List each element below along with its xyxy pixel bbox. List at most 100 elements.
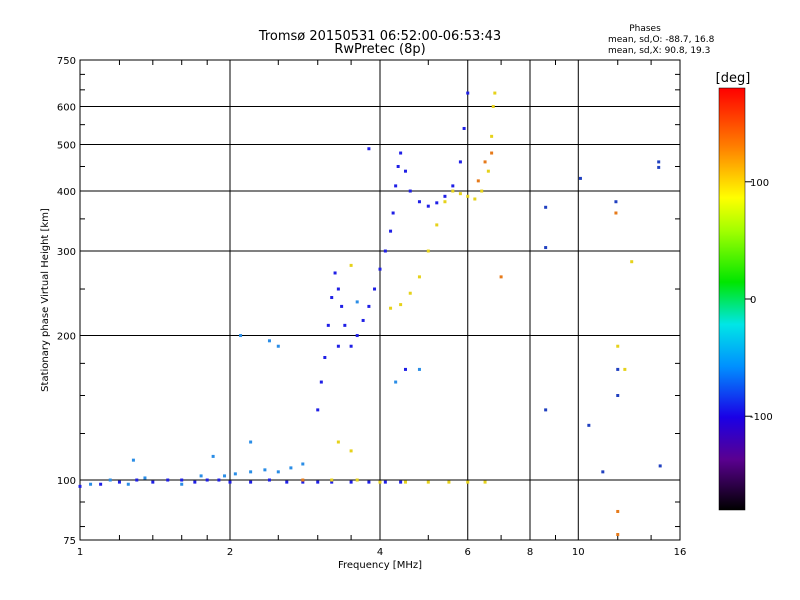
echo-point	[355, 334, 359, 338]
echo-point	[544, 246, 548, 250]
echo-point	[399, 480, 403, 484]
chart-subtitle: RwPretec (8p)	[334, 42, 425, 57]
y-tick-label: 600	[57, 103, 76, 114]
echo-point	[361, 318, 365, 322]
echo-point	[301, 462, 305, 466]
y-tick-label: 400	[57, 187, 76, 198]
echo-point	[466, 194, 470, 198]
echo-point	[403, 169, 407, 173]
echo-point	[451, 189, 455, 193]
echo-point	[476, 179, 480, 183]
echo-point	[131, 458, 135, 462]
echo-point	[333, 271, 337, 275]
y-tick-label: 300	[57, 247, 76, 258]
echo-point	[435, 223, 439, 227]
echo-point	[301, 478, 305, 482]
echo-point	[117, 480, 121, 484]
echo-point	[330, 296, 334, 300]
echo-point	[483, 160, 487, 164]
echo-point	[614, 211, 618, 215]
echo-point	[587, 423, 591, 427]
echo-point	[486, 169, 490, 173]
colorbar-tick-label: -100	[750, 412, 773, 423]
echo-point	[336, 440, 340, 444]
echo-point	[349, 263, 353, 267]
echo-point	[349, 480, 353, 484]
echo-point	[491, 105, 495, 109]
echo-point	[544, 205, 548, 209]
echo-point	[108, 478, 112, 482]
echo-point	[373, 287, 377, 291]
echo-point	[658, 464, 662, 468]
echo-point	[193, 480, 197, 484]
echo-point	[383, 480, 387, 484]
echo-point	[630, 260, 634, 264]
echo-point	[657, 160, 661, 164]
echo-point	[657, 165, 661, 169]
echo-point	[417, 275, 421, 279]
echo-point	[394, 380, 398, 384]
echo-point	[544, 408, 548, 412]
echo-point	[228, 480, 232, 484]
plot-area	[78, 59, 681, 541]
x-tick-label: 16	[674, 547, 687, 558]
echo-point	[336, 344, 340, 348]
minor-ticks	[80, 60, 680, 540]
echo-point	[473, 197, 477, 201]
echo-point	[601, 470, 605, 474]
echo-points	[78, 91, 662, 537]
echo-point	[466, 91, 470, 95]
echo-point	[205, 478, 209, 482]
colorbar-tick-label: 100	[750, 178, 769, 189]
echo-point	[211, 454, 215, 458]
colorbar-tick-label: 0	[750, 295, 756, 306]
x-tick-label: 10	[572, 547, 585, 558]
echo-point	[267, 339, 271, 343]
echo-point	[89, 482, 93, 486]
echo-point	[340, 304, 344, 308]
echo-point	[616, 367, 620, 371]
echo-point	[249, 440, 253, 444]
echo-point	[367, 480, 371, 484]
echo-point	[623, 367, 627, 371]
echo-point	[391, 211, 395, 215]
echo-point	[408, 291, 412, 295]
x-tick-label: 6	[465, 547, 471, 558]
echo-point	[490, 134, 494, 138]
echo-point	[447, 480, 451, 484]
colorbar-label: [deg]	[716, 71, 751, 86]
echo-point	[458, 160, 462, 164]
echo-point	[276, 344, 280, 348]
echo-point	[578, 176, 582, 180]
echo-point	[378, 480, 382, 484]
echo-point	[343, 323, 347, 327]
colorbar-gradient	[718, 87, 746, 511]
echo-point	[367, 304, 371, 308]
echo-point	[249, 470, 253, 474]
echo-point	[78, 484, 82, 488]
y-axis-label: Stationary phase Virtual Height [km]	[40, 208, 51, 392]
echo-point	[151, 480, 155, 484]
echo-point	[143, 476, 147, 480]
echo-point	[249, 480, 253, 484]
echo-point	[289, 466, 293, 470]
y-tick-label: 750	[57, 56, 76, 67]
echo-point	[367, 147, 371, 151]
phase-stats-x: mean, sd,X: 90.8, 19.3	[608, 46, 710, 56]
echo-point	[394, 184, 398, 188]
echo-point	[239, 334, 243, 338]
echo-point	[403, 367, 407, 371]
echo-point	[349, 449, 353, 453]
y-tick-labels: 75 100 200 300 400 500 600 750	[57, 56, 76, 547]
y-tick-label: 100	[57, 476, 76, 487]
echo-point	[355, 478, 359, 482]
echo-point	[417, 200, 421, 204]
echo-point	[403, 480, 407, 484]
echo-point	[355, 300, 359, 304]
echo-point	[330, 478, 334, 482]
echo-point	[499, 275, 503, 279]
echo-point	[408, 189, 412, 193]
echo-point	[267, 478, 271, 482]
x-tick-label: 4	[377, 547, 383, 558]
